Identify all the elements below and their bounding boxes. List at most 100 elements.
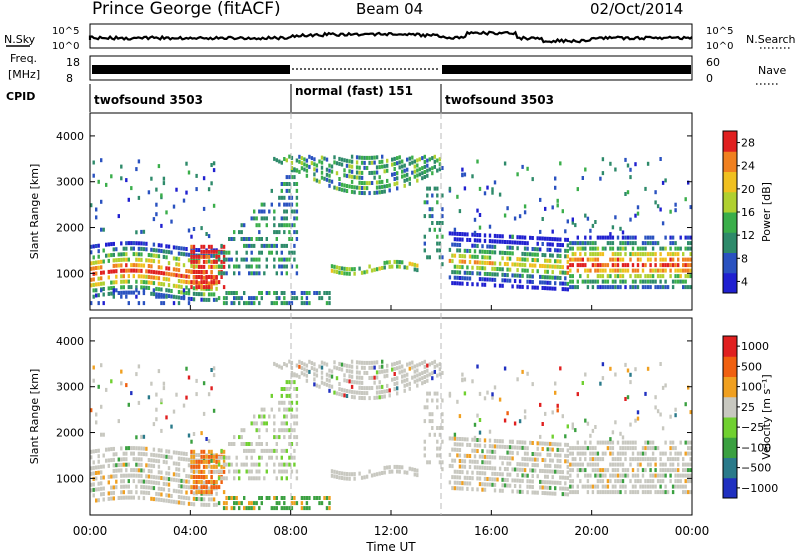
power-cell <box>350 267 354 272</box>
velocity-cell <box>340 362 344 367</box>
velocity-cell <box>451 475 454 480</box>
velocity-cell <box>233 476 236 481</box>
power-cell <box>290 202 294 207</box>
power-cell <box>433 159 436 164</box>
power-cell <box>253 271 256 276</box>
power-cell <box>295 296 299 301</box>
velocity-cell <box>363 475 366 480</box>
power-cell <box>461 167 464 172</box>
velocity-cell <box>646 446 650 451</box>
velocity-cell <box>478 391 482 396</box>
velocity-cell <box>137 468 141 473</box>
power-cell <box>160 265 163 270</box>
power-cell <box>511 284 514 289</box>
power-cell <box>521 257 524 262</box>
power-cell <box>110 269 113 274</box>
power-cell <box>576 235 579 240</box>
velocity-cell <box>413 374 416 379</box>
power-cell <box>483 282 487 287</box>
velocity-cell <box>559 366 562 371</box>
velocity-cell <box>212 485 216 490</box>
velocity-cell <box>491 444 494 449</box>
power-cell <box>260 237 263 241</box>
velocity-cell <box>604 473 607 478</box>
velocity-cell <box>501 472 504 477</box>
velocity-cell <box>561 414 564 419</box>
power-cell <box>207 259 211 264</box>
power-cell <box>413 262 416 267</box>
velocity-cell <box>187 501 191 506</box>
power-cell <box>335 186 339 191</box>
velocity-cell <box>456 469 459 474</box>
power-cell <box>212 168 216 173</box>
power-cell <box>290 301 294 306</box>
velocity-cell <box>195 490 198 495</box>
velocity-cell <box>313 372 316 377</box>
power-cell <box>636 252 640 257</box>
velocity-cell <box>228 496 231 500</box>
power-cell <box>609 161 612 166</box>
power-cell <box>458 237 462 242</box>
power-cell <box>689 257 692 262</box>
velocity-cell <box>684 473 687 478</box>
power-cell <box>278 202 281 207</box>
velocity-cell <box>639 479 642 484</box>
velocity-cell <box>564 434 567 439</box>
velocity-cell <box>207 469 211 474</box>
velocity-cell <box>165 454 168 459</box>
velocity-cell <box>381 384 384 389</box>
power-cell <box>115 269 118 274</box>
velocity-cell <box>150 452 153 457</box>
velocity-cell <box>523 451 527 456</box>
velocity-cell <box>240 462 243 467</box>
power-cell <box>661 285 665 290</box>
velocity-cell <box>145 463 148 468</box>
velocity-cell <box>100 432 103 437</box>
velocity-cell <box>654 457 657 462</box>
velocity-cell <box>682 462 685 467</box>
velocity-cell <box>290 442 294 446</box>
power-cell <box>471 271 474 276</box>
velocity-cell <box>378 471 381 476</box>
velocity-cell <box>288 428 291 433</box>
velocity-cell <box>132 473 135 478</box>
power-cell <box>488 255 492 260</box>
power-cell <box>646 161 650 166</box>
velocity-cell <box>177 489 181 494</box>
velocity-cell <box>110 474 113 479</box>
power-cell <box>165 277 168 282</box>
power-cell <box>381 154 384 159</box>
power-cell <box>634 162 637 167</box>
power-cell <box>102 301 105 306</box>
velocity-cell <box>305 368 309 373</box>
power-cell <box>631 285 635 290</box>
velocity-cell <box>491 455 494 460</box>
velocity-cell <box>576 440 579 445</box>
velocity-cell <box>142 468 146 473</box>
power-cell <box>187 288 191 293</box>
power-cell <box>328 291 331 295</box>
power-cell <box>426 255 429 260</box>
power-cell <box>102 227 105 232</box>
power-cell <box>162 176 166 181</box>
power-cell <box>300 296 304 301</box>
power-cell <box>493 283 497 288</box>
velocity-cell <box>278 428 281 433</box>
velocity-cell <box>503 483 507 488</box>
velocity-cell <box>458 442 462 447</box>
velocity-cell <box>486 460 489 465</box>
velocity-cell <box>466 486 469 491</box>
power-cell <box>140 263 143 268</box>
power-cell <box>190 280 193 285</box>
velocity-cell <box>649 446 652 451</box>
velocity-cell <box>518 462 522 467</box>
velocity-cell <box>122 462 125 467</box>
power-cell <box>167 288 171 293</box>
power-cell <box>280 271 283 276</box>
power-cell <box>564 229 567 234</box>
colorbar-swatch <box>723 212 737 233</box>
velocity-cell <box>107 474 110 479</box>
velocity-cell <box>556 464 559 469</box>
velocity-cell <box>456 486 459 491</box>
